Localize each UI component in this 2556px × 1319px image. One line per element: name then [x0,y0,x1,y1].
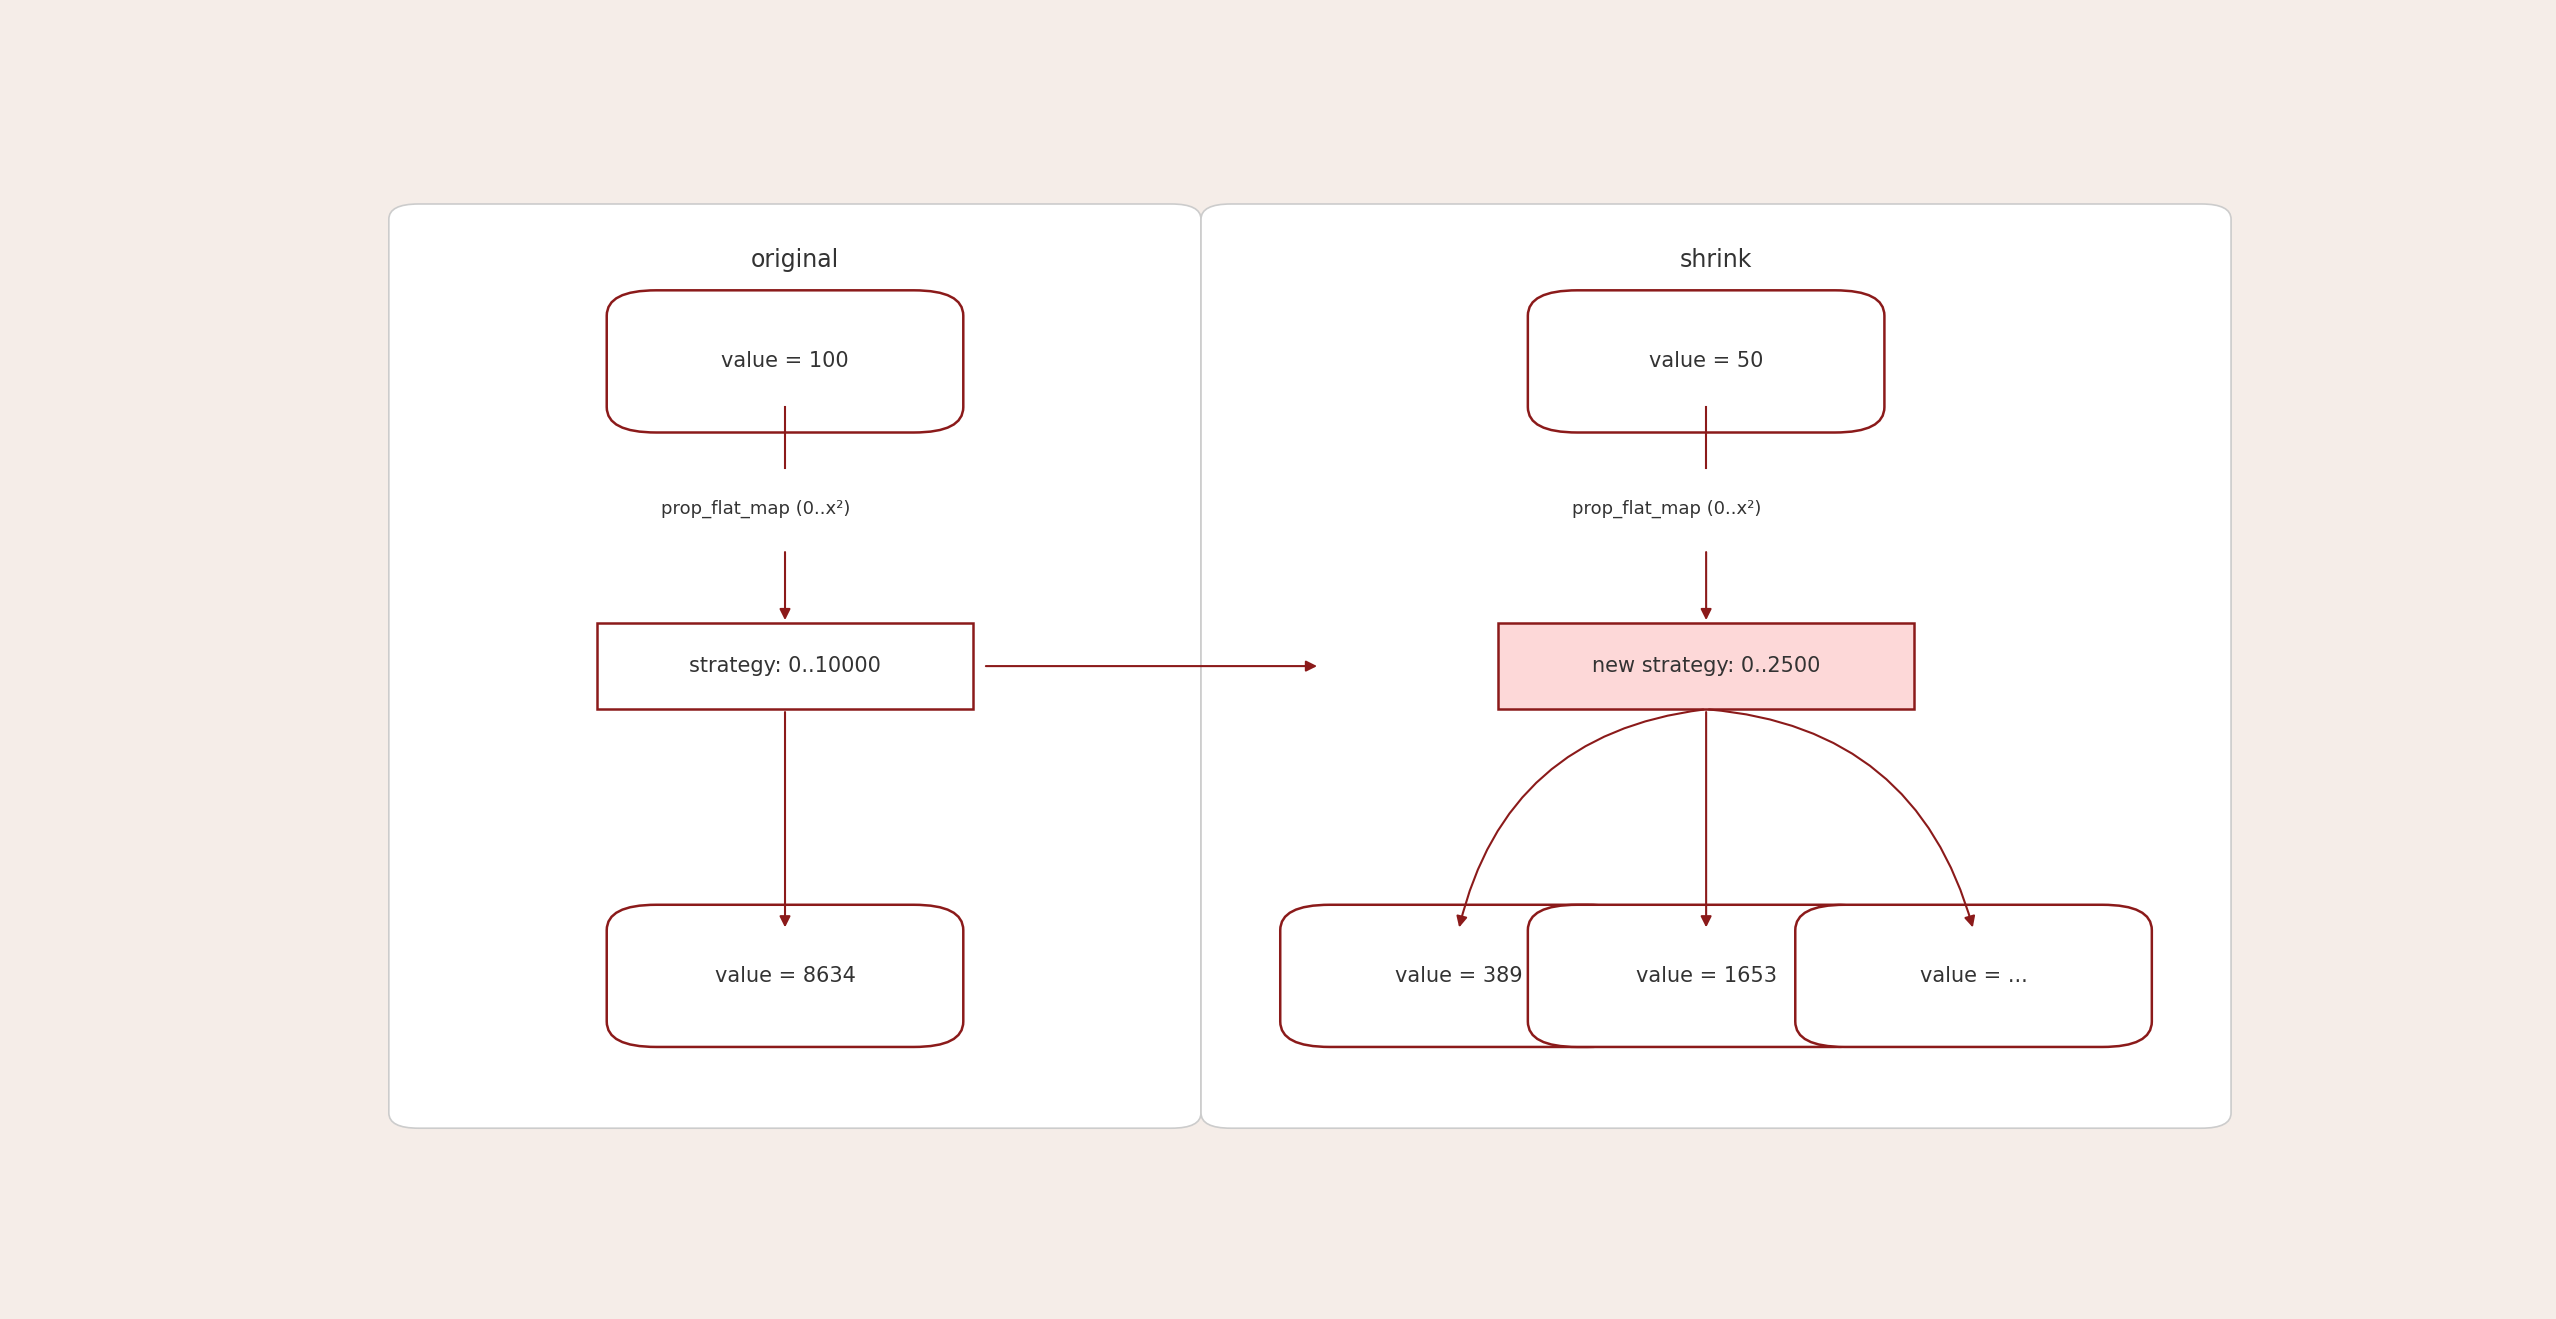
Text: value = 1653: value = 1653 [1636,966,1776,985]
Text: prop_flat_map (0..x²): prop_flat_map (0..x²) [659,500,851,518]
Text: original: original [751,248,838,272]
Text: value = ...: value = ... [1920,966,2027,985]
Text: new strategy: 0..2500: new strategy: 0..2500 [1592,656,1820,677]
Text: strategy: 0..10000: strategy: 0..10000 [690,656,882,677]
FancyBboxPatch shape [1201,204,2231,1128]
FancyBboxPatch shape [389,204,1201,1128]
FancyBboxPatch shape [1498,623,1914,710]
Text: value = 8634: value = 8634 [716,966,856,985]
Text: shrink: shrink [1679,248,1753,272]
FancyBboxPatch shape [1281,905,1636,1047]
Text: value = 100: value = 100 [721,351,849,372]
FancyBboxPatch shape [598,623,974,710]
Text: prop_flat_map (0..x²): prop_flat_map (0..x²) [1572,500,1761,518]
FancyBboxPatch shape [1528,290,1884,433]
FancyBboxPatch shape [606,290,964,433]
FancyBboxPatch shape [1794,905,2152,1047]
Text: value = 50: value = 50 [1649,351,1764,372]
Text: value = 389: value = 389 [1396,966,1523,985]
FancyBboxPatch shape [606,905,964,1047]
FancyBboxPatch shape [1528,905,1884,1047]
